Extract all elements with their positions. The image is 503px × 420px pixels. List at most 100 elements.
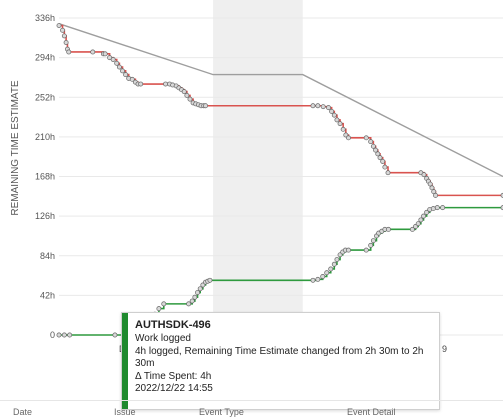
data-point[interactable] xyxy=(102,51,108,57)
data-point[interactable] xyxy=(181,89,187,95)
data-point[interactable] xyxy=(370,143,376,149)
data-point[interactable] xyxy=(315,276,321,282)
data-point[interactable] xyxy=(326,105,331,111)
data-point[interactable] xyxy=(60,27,66,33)
data-point[interactable] xyxy=(56,332,62,338)
data-point[interactable] xyxy=(368,242,374,248)
y-tick-label: 252h xyxy=(35,92,55,102)
series-line xyxy=(58,22,503,178)
series-2 xyxy=(56,205,503,338)
data-point[interactable] xyxy=(66,49,72,55)
data-point[interactable] xyxy=(430,206,436,212)
data-point[interactable] xyxy=(114,60,120,66)
data-point[interactable] xyxy=(337,121,343,127)
data-point[interactable] xyxy=(421,172,427,178)
data-point[interactable] xyxy=(418,217,424,223)
data-point[interactable] xyxy=(116,64,122,70)
data-point[interactable] xyxy=(203,103,208,109)
highlight-band xyxy=(213,0,303,335)
data-point[interactable] xyxy=(110,57,116,62)
column-header-issue[interactable]: Issue xyxy=(114,407,136,417)
series-0 xyxy=(58,22,503,178)
event-tooltip: AUTHSDK-496 Work logged 4h logged, Remai… xyxy=(121,312,440,410)
data-point[interactable] xyxy=(346,247,351,253)
data-point[interactable] xyxy=(320,274,326,279)
x-fragment-right: 9 xyxy=(442,344,447,354)
y-tick-label: 42h xyxy=(40,290,55,300)
data-point[interactable] xyxy=(424,209,430,215)
tooltip-event: Work logged xyxy=(135,333,191,344)
data-point[interactable] xyxy=(163,81,169,87)
series-1 xyxy=(56,23,503,198)
tooltip-accent-bar xyxy=(122,313,128,409)
tooltip-date: 2022/12/22 14:55 xyxy=(135,383,213,395)
data-point[interactable] xyxy=(138,81,144,87)
data-point[interactable] xyxy=(192,294,198,300)
data-point[interactable] xyxy=(373,147,379,153)
y-axis-title: REMAINING TIME ESTIMATE xyxy=(10,80,21,216)
data-point[interactable] xyxy=(161,301,167,307)
data-point[interactable] xyxy=(123,72,129,78)
y-axis-ticks: 0 42h 84h 126h 168h 210h 252h 294h 336h xyxy=(35,13,55,340)
column-header-date[interactable]: Date xyxy=(13,407,33,417)
y-tick-label: 84h xyxy=(40,251,55,261)
data-point[interactable] xyxy=(385,226,391,232)
data-point[interactable] xyxy=(320,104,326,110)
data-point[interactable] xyxy=(377,155,383,161)
data-point[interactable] xyxy=(375,151,381,157)
burndown-chart: 0 42h 84h 126h 168h 210h 252h 294h 336h REMAININ… xyxy=(10,0,503,354)
data-point[interactable] xyxy=(310,277,316,283)
data-point[interactable] xyxy=(156,306,162,312)
data-point[interactable] xyxy=(197,286,203,292)
data-point[interactable] xyxy=(120,68,125,74)
data-point[interactable] xyxy=(334,257,340,262)
y-tick-label: 210h xyxy=(35,132,55,142)
data-point[interactable] xyxy=(129,76,135,82)
data-point[interactable] xyxy=(434,205,440,211)
data-point[interactable] xyxy=(329,108,335,114)
data-point[interactable] xyxy=(61,33,67,39)
y-tick-label: 168h xyxy=(35,172,55,182)
data-point[interactable] xyxy=(207,277,213,283)
data-point[interactable] xyxy=(370,238,376,244)
data-point[interactable] xyxy=(380,158,386,164)
y-tick-label: 126h xyxy=(35,211,55,221)
data-point[interactable] xyxy=(67,332,73,338)
y-tick-label: 0 xyxy=(50,330,55,340)
data-point[interactable] xyxy=(56,23,62,28)
column-header-event-detail[interactable]: Event Detail xyxy=(347,407,396,417)
data-point[interactable] xyxy=(112,332,118,338)
data-point[interactable] xyxy=(415,221,421,227)
data-point[interactable] xyxy=(363,135,369,141)
data-point[interactable] xyxy=(187,96,193,102)
data-point[interactable] xyxy=(324,270,330,276)
data-point[interactable] xyxy=(346,135,351,141)
data-point[interactable] xyxy=(195,290,200,295)
data-point[interactable] xyxy=(340,126,346,132)
data-point[interactable] xyxy=(328,266,334,272)
data-point[interactable] xyxy=(184,92,190,98)
data-point[interactable] xyxy=(63,40,69,45)
data-point[interactable] xyxy=(186,301,192,307)
data-point[interactable] xyxy=(90,49,96,55)
data-point[interactable] xyxy=(421,213,426,219)
tooltip-issue-key: AUTHSDK-496 xyxy=(135,319,211,331)
data-point[interactable] xyxy=(363,247,369,253)
data-point[interactable] xyxy=(368,139,374,145)
data-point[interactable] xyxy=(433,192,438,198)
data-point[interactable] xyxy=(310,103,316,109)
tooltip-detail: 4h logged, Remaining Time Estimate chang… xyxy=(135,345,424,370)
data-point[interactable] xyxy=(189,298,195,304)
data-point[interactable] xyxy=(409,226,415,232)
data-point[interactable] xyxy=(331,261,337,267)
data-point[interactable] xyxy=(334,117,340,123)
data-point[interactable] xyxy=(61,332,67,338)
data-point[interactable] xyxy=(385,170,391,176)
event-table-header: Date Issue Event Type Event Detail xyxy=(0,400,503,420)
data-point[interactable] xyxy=(315,103,321,109)
column-header-event-type[interactable]: Event Type xyxy=(199,407,244,417)
data-point[interactable] xyxy=(440,205,446,211)
series-layer xyxy=(56,22,503,338)
data-point[interactable] xyxy=(382,164,388,170)
data-point[interactable] xyxy=(331,112,337,118)
